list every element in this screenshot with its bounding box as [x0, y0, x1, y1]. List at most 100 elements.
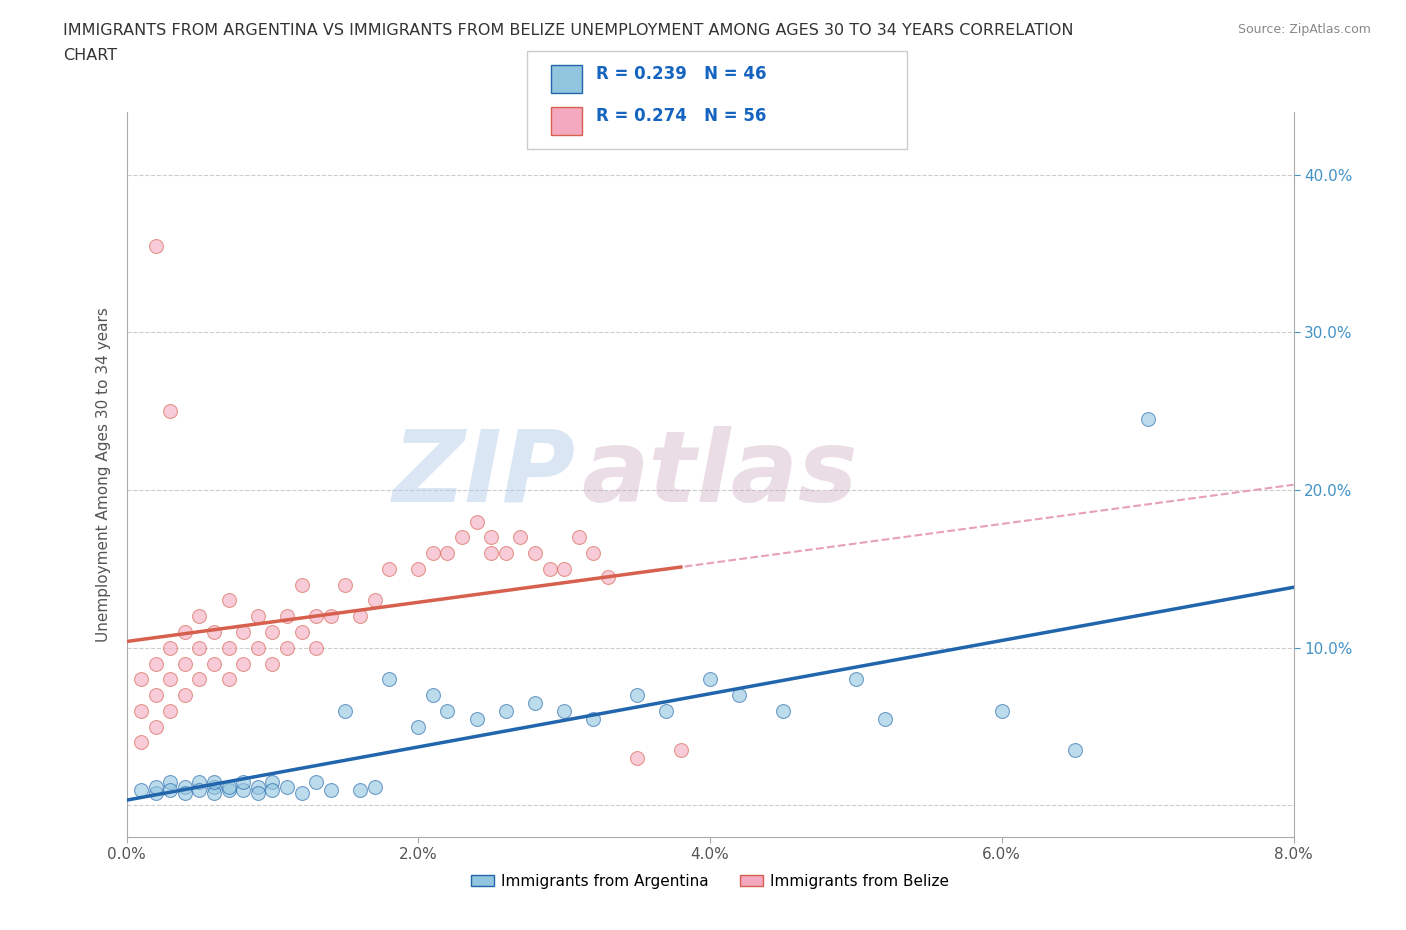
Text: CHART: CHART — [63, 48, 117, 63]
Point — [538, 562, 561, 577]
Point — [145, 719, 167, 734]
Point — [174, 786, 197, 801]
Point — [479, 546, 502, 561]
Point — [159, 641, 181, 656]
Point — [174, 779, 197, 794]
Point — [728, 687, 751, 702]
Point — [218, 593, 240, 608]
Point — [290, 625, 312, 640]
Point — [129, 703, 152, 718]
Point — [1063, 743, 1085, 758]
Point — [188, 641, 211, 656]
Point — [174, 687, 197, 702]
Point — [159, 703, 181, 718]
Point — [262, 775, 284, 790]
Point — [699, 671, 721, 686]
Y-axis label: Unemployment Among Ages 30 to 34 years: Unemployment Among Ages 30 to 34 years — [96, 307, 111, 642]
Point — [436, 546, 458, 561]
Point — [582, 546, 605, 561]
Point — [363, 779, 385, 794]
Point — [422, 546, 444, 561]
Text: atlas: atlas — [582, 426, 858, 523]
Text: R = 0.239   N = 46: R = 0.239 N = 46 — [596, 65, 766, 83]
Point — [129, 671, 152, 686]
Point — [202, 779, 225, 794]
Point — [523, 546, 546, 561]
Point — [319, 782, 342, 797]
Point — [422, 687, 444, 702]
Point — [655, 703, 678, 718]
Point — [465, 514, 488, 529]
Point — [465, 711, 488, 726]
Point — [159, 404, 181, 418]
Point — [990, 703, 1012, 718]
Point — [523, 696, 546, 711]
Point — [202, 786, 225, 801]
Point — [305, 775, 328, 790]
Point — [262, 782, 284, 797]
Point — [436, 703, 458, 718]
Point — [262, 656, 284, 671]
Point — [232, 625, 254, 640]
Point — [290, 578, 312, 592]
Point — [276, 641, 298, 656]
Point — [202, 656, 225, 671]
Point — [232, 656, 254, 671]
Point — [159, 782, 181, 797]
Point — [262, 625, 284, 640]
Point — [145, 238, 167, 253]
Point — [145, 656, 167, 671]
Point — [129, 735, 152, 750]
Point — [669, 743, 692, 758]
Point — [626, 687, 648, 702]
Legend: Immigrants from Argentina, Immigrants from Belize: Immigrants from Argentina, Immigrants fr… — [465, 868, 955, 895]
Point — [218, 782, 240, 797]
Point — [553, 562, 575, 577]
Point — [378, 562, 401, 577]
Point — [451, 530, 474, 545]
Point — [188, 782, 211, 797]
Text: ZIP: ZIP — [392, 426, 576, 523]
Point — [408, 719, 430, 734]
Point — [145, 687, 167, 702]
Point — [159, 671, 181, 686]
Text: Source: ZipAtlas.com: Source: ZipAtlas.com — [1237, 23, 1371, 36]
Point — [174, 625, 197, 640]
Point — [232, 775, 254, 790]
Text: R = 0.274   N = 56: R = 0.274 N = 56 — [596, 107, 766, 125]
Point — [335, 703, 357, 718]
Point — [188, 609, 211, 624]
Point — [218, 671, 240, 686]
Point — [495, 703, 517, 718]
Point — [290, 786, 312, 801]
Point — [305, 609, 328, 624]
Point — [378, 671, 401, 686]
Point — [582, 711, 605, 726]
Point — [626, 751, 648, 765]
Point — [246, 641, 269, 656]
Point — [218, 779, 240, 794]
Point — [246, 779, 269, 794]
Point — [188, 671, 211, 686]
Point — [596, 569, 619, 584]
Point — [145, 779, 167, 794]
Point — [218, 641, 240, 656]
Point — [202, 625, 225, 640]
Point — [873, 711, 897, 726]
Point — [553, 703, 575, 718]
Point — [188, 775, 211, 790]
Point — [246, 609, 269, 624]
Point — [159, 775, 181, 790]
Point — [408, 562, 430, 577]
Point — [246, 786, 269, 801]
Point — [145, 786, 167, 801]
Point — [202, 775, 225, 790]
Point — [305, 641, 328, 656]
Point — [349, 609, 371, 624]
Point — [363, 593, 385, 608]
Point — [276, 779, 298, 794]
Point — [845, 671, 868, 686]
Point — [276, 609, 298, 624]
Point — [479, 530, 502, 545]
Point — [129, 782, 152, 797]
